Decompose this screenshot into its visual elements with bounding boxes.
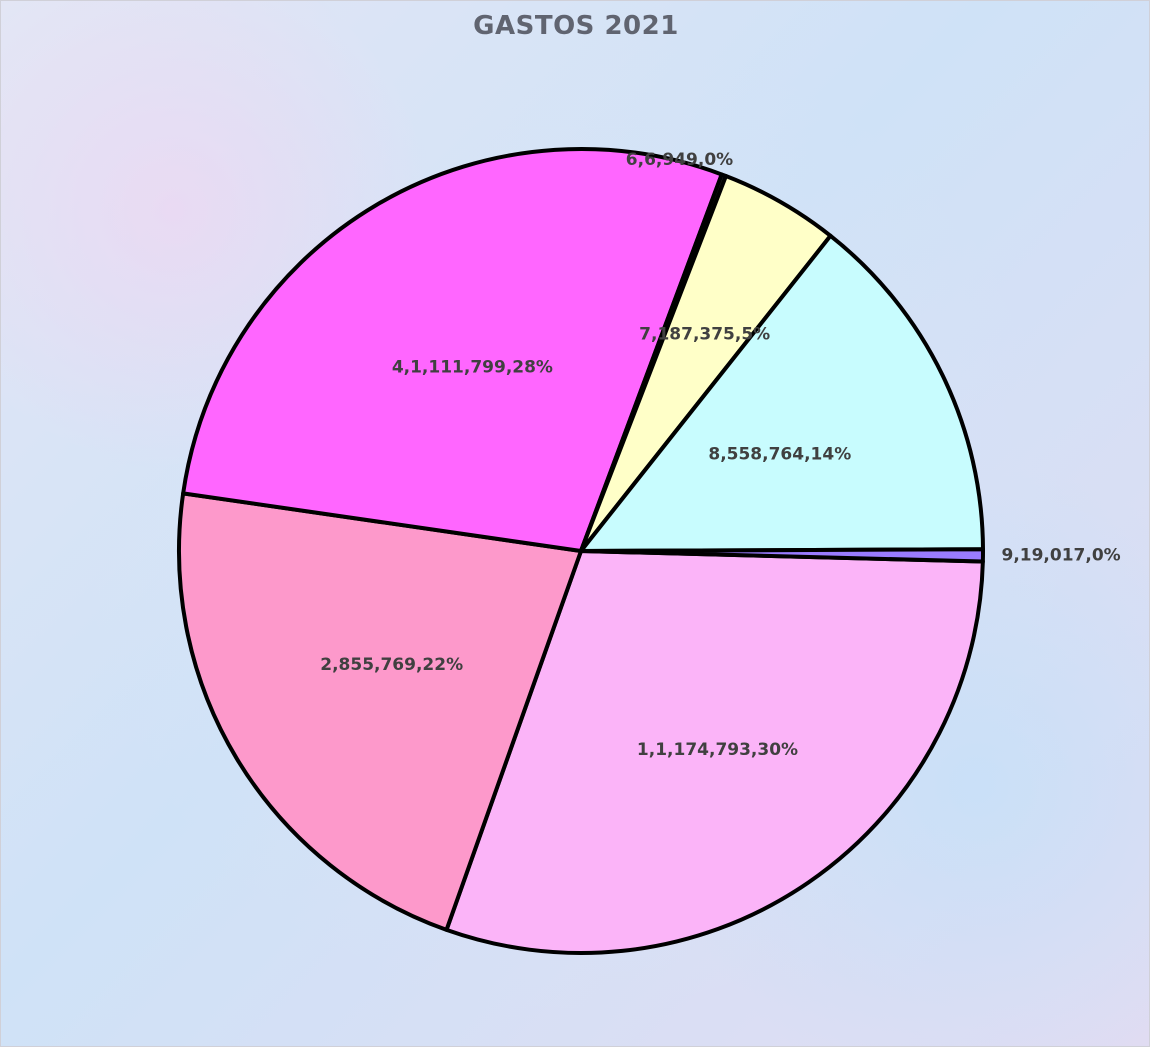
data-label-3: 4,1,111,799,28% bbox=[392, 358, 553, 378]
data-label-4: 6,6,949,0% bbox=[626, 150, 733, 170]
pie-slice-7 bbox=[579, 547, 986, 564]
data-label-1: 1,1,174,793,30% bbox=[637, 740, 798, 760]
chart-title: GASTOS 2021 bbox=[473, 11, 679, 41]
pie-slice-3 bbox=[181, 147, 724, 553]
pie-slice-2 bbox=[177, 491, 583, 932]
pie-labels: 1,1,174,793,30% 2,855,769,22% 4,1,111,799,… bbox=[320, 150, 1120, 760]
data-label-7: 9,19,017,0% bbox=[1001, 546, 1120, 566]
data-label-6: 8,558,764,14% bbox=[708, 444, 851, 464]
pie-slices bbox=[177, 147, 986, 955]
data-label-2: 2,855,769,22% bbox=[320, 655, 463, 675]
pie-slice-1 bbox=[444, 549, 985, 955]
pie-slice-6 bbox=[579, 233, 985, 553]
data-label-5: 7,187,375,5% bbox=[639, 325, 770, 345]
